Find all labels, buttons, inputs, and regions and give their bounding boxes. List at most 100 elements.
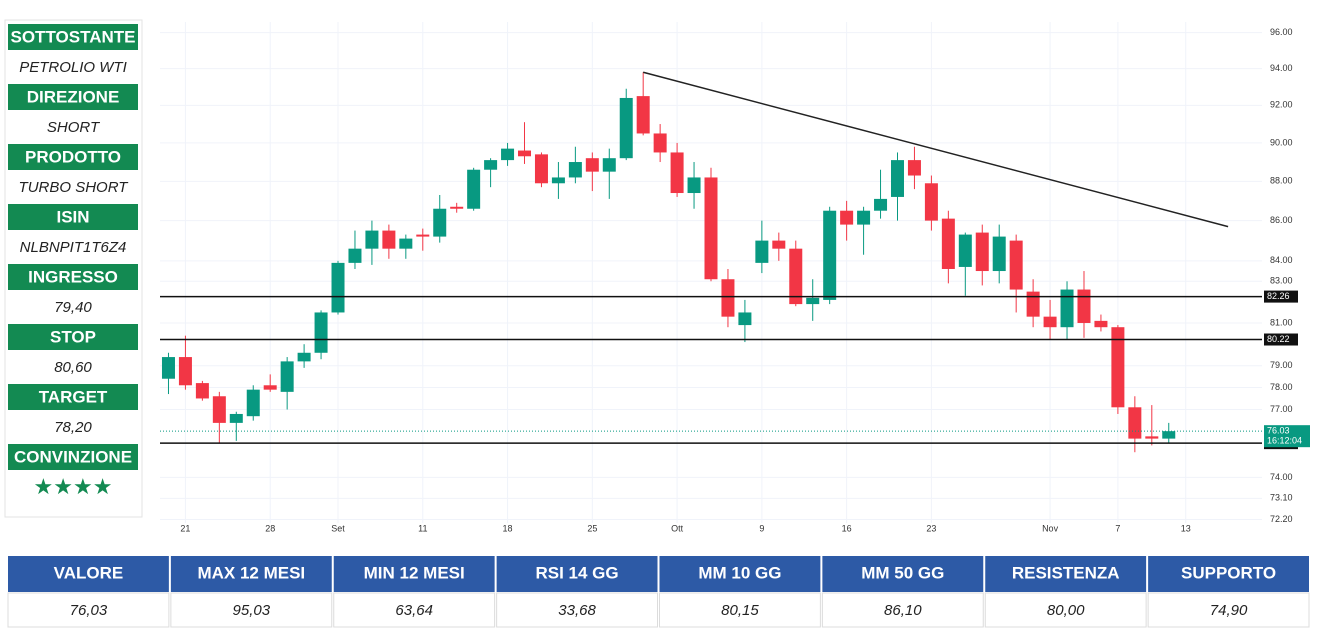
x-tick-label: 21: [180, 523, 190, 533]
x-tick-label: 25: [587, 523, 597, 533]
table-value-cell: [984, 592, 1147, 628]
sidebar-label: STOP: [50, 327, 96, 346]
y-tick-label: 78.00: [1270, 382, 1293, 392]
sidebar-label: SOTTOSTANTE: [11, 27, 136, 46]
table-header: MAX 12 MESI: [197, 563, 305, 582]
table-header: MM 10 GG: [698, 563, 781, 582]
x-tick-label: 28: [265, 523, 275, 533]
candle-body: [1060, 289, 1074, 328]
y-tick-label: 74.00: [1270, 472, 1293, 482]
table-header: SUPPORTO: [1181, 563, 1276, 582]
candle-body: [874, 198, 888, 211]
candle-body: [958, 234, 972, 267]
table-value: 76,03: [70, 602, 108, 619]
x-tick-label: Ott: [671, 523, 684, 533]
candle-body: [789, 248, 803, 305]
y-tick-label: 92.00: [1270, 100, 1293, 110]
table-header: MIN 12 MESI: [364, 563, 465, 582]
candle-body: [1128, 407, 1142, 439]
candle-body: [534, 154, 548, 184]
sidebar-label-box: [8, 324, 138, 350]
candle-body: [907, 160, 921, 176]
sidebar-label-box: [8, 264, 138, 290]
candle-body: [399, 238, 413, 249]
level-label: 82.26: [1267, 291, 1290, 301]
table-value-cell: [496, 592, 658, 628]
sidebar-label: ISIN: [56, 207, 89, 226]
candle-body: [1026, 291, 1040, 317]
level-label-box: [1264, 333, 1298, 346]
y-tick-label: 86.00: [1270, 215, 1293, 225]
sidebar-value: PETROLIO WTI: [19, 59, 127, 76]
table-value: 80,00: [1047, 602, 1085, 619]
candle-body: [619, 97, 633, 159]
candle-body: [450, 206, 464, 209]
candle-body: [365, 230, 379, 249]
candle-body: [1111, 327, 1125, 408]
table-value-cell: [821, 592, 984, 628]
sidebar-value: 78,20: [54, 419, 92, 436]
candle-body: [382, 230, 396, 249]
candle-body: [212, 396, 226, 423]
candle-body: [823, 210, 837, 300]
candle-body: [924, 183, 938, 221]
candle-body: [585, 158, 599, 172]
chart-frame: [155, 20, 1303, 532]
trendline: [642, 71, 1229, 228]
table-header-cell: [985, 556, 1147, 592]
candle-body: [416, 234, 430, 237]
table-header-cell: [659, 556, 821, 592]
candle-body: [246, 389, 260, 417]
candle-body: [1077, 289, 1091, 323]
y-tick-label: 96.00: [1270, 27, 1293, 37]
x-tick-label: 18: [503, 523, 513, 533]
table-value: 63,64: [395, 602, 433, 619]
table-value: 86,10: [884, 602, 922, 619]
candle-body: [806, 297, 820, 305]
table-header: MM 50 GG: [861, 563, 944, 582]
x-tick-label: 16: [842, 523, 852, 533]
sidebar-label: INGRESSO: [28, 267, 118, 286]
last-price-box: [1264, 425, 1310, 448]
candle-body: [348, 248, 362, 263]
table-header: VALORE: [54, 563, 124, 582]
candle-body: [568, 162, 582, 178]
candle-body: [331, 262, 345, 313]
table-value-cell: [659, 592, 821, 628]
candle-body: [840, 210, 854, 225]
candle-body: [721, 279, 735, 317]
y-tick-label: 77.00: [1270, 404, 1293, 414]
candle-body: [161, 357, 175, 379]
sidebar-label: CONVINZIONE: [14, 447, 132, 466]
candle-body: [263, 385, 277, 390]
y-tick-label: 88.00: [1270, 176, 1293, 186]
x-tick-label: 23: [926, 523, 936, 533]
candle-body: [704, 177, 718, 280]
sidebar-value: NLBNPIT1T6Z4: [20, 239, 127, 256]
sidebar-label: TARGET: [39, 387, 108, 406]
sidebar-label: PRODOTTO: [25, 147, 121, 166]
candle-body: [602, 158, 616, 172]
candle-body: [670, 152, 684, 194]
candle-body: [280, 361, 294, 392]
x-tick-label: 9: [759, 523, 764, 533]
candle-body: [1145, 436, 1159, 439]
table-value: 80,15: [721, 602, 759, 619]
table-header-cell: [822, 556, 984, 592]
x-tick-label: 7: [1115, 523, 1120, 533]
candle-body: [687, 177, 701, 194]
table-header-cell: [170, 556, 332, 592]
candle-body: [857, 210, 871, 225]
sidebar-value: ★★★★: [34, 474, 113, 499]
y-tick-label: 94.00: [1270, 63, 1293, 73]
x-tick-label: 11: [418, 523, 427, 533]
sidebar-value: 80,60: [54, 359, 92, 376]
y-tick-label: 90.00: [1270, 137, 1293, 147]
candle-body: [755, 240, 769, 263]
y-tick-label: 79.00: [1270, 360, 1293, 370]
table-value-cell: [170, 592, 333, 628]
candle-body: [195, 383, 209, 399]
sidebar-label: DIREZIONE: [27, 87, 120, 106]
